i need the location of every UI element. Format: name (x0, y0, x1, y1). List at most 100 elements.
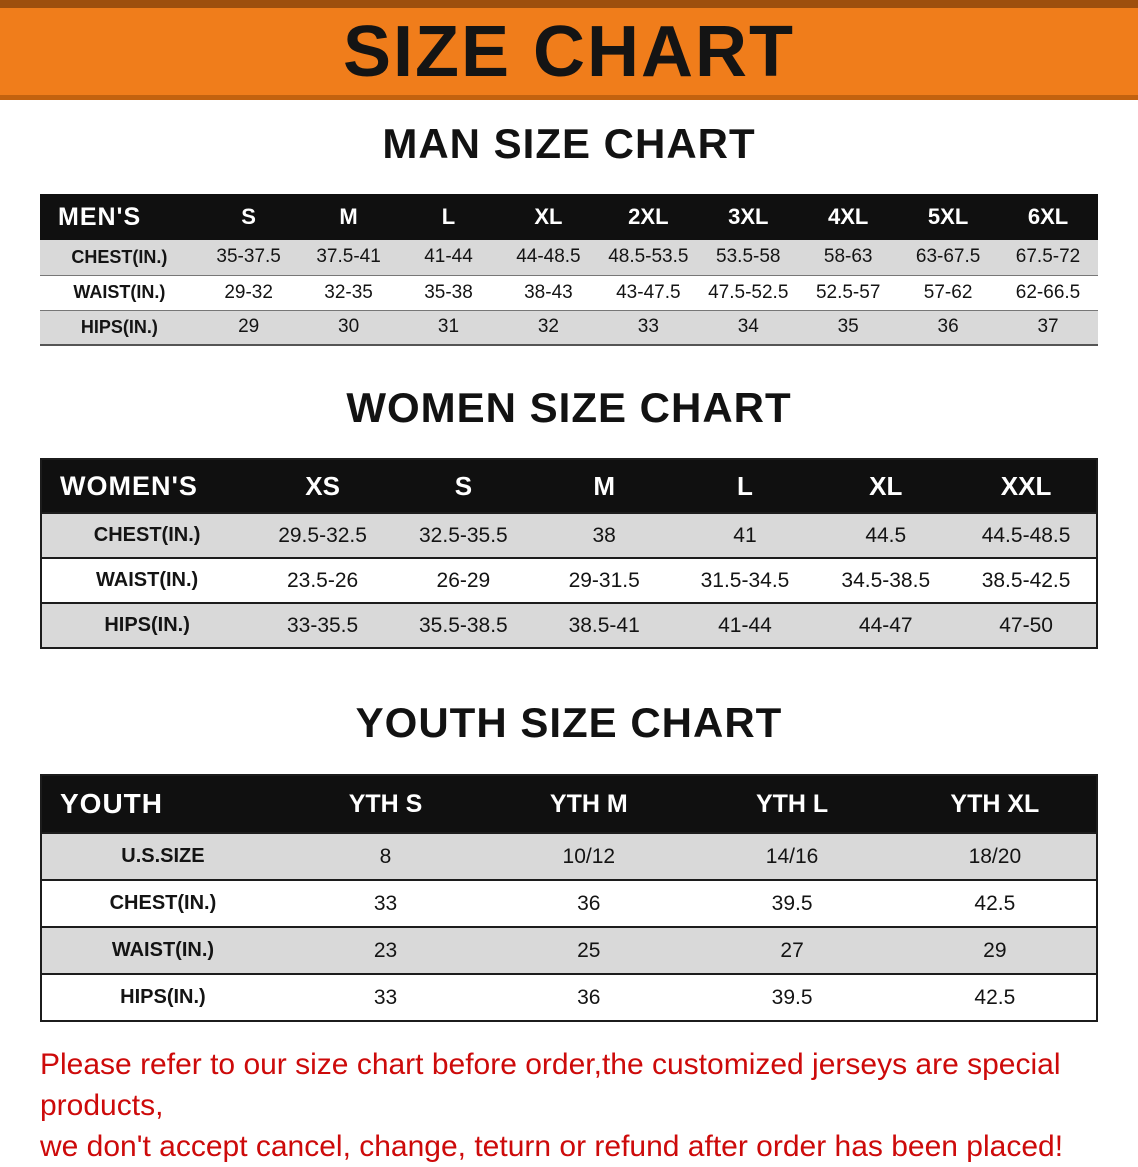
table-header-row: WOMEN'S XS S M L XL XXL (41, 459, 1097, 513)
table-row: HIPS(IN.) 33-35.5 35.5-38.5 38.5-41 41-44 44-… (41, 603, 1097, 648)
size-value-cell: 44-47 (858, 613, 913, 637)
table-row: CHEST(IN.) 35-37.5 37.5-41 41-44 44-48.5 48.5… (40, 240, 1098, 275)
size-column-header: YTH S (283, 775, 488, 833)
size-value-cell: 58-63 (823, 246, 873, 268)
women-size-table: WOMEN'S XS S M L XL XXL CHEST(IN.) 29.5-32.5 32.5… (40, 458, 1098, 649)
row-label: WAIST(IN.) (73, 282, 166, 302)
row-label: CHEST(IN.) (109, 892, 217, 914)
table-corner-label: YOUTH (41, 775, 284, 833)
size-value-cell: 27 (780, 938, 804, 962)
size-value-cell: 36 (577, 985, 601, 1009)
size-column-header: XL (498, 194, 599, 240)
men-size-section: MAN SIZE CHART MEN'S S M L XL 2XL 3XL 4XL 5XL 6XL… (0, 120, 1138, 346)
row-label: WAIST(IN.) (95, 569, 199, 591)
size-value-cell: 37.5-41 (316, 246, 381, 268)
size-value-cell: 14/16 (765, 844, 819, 868)
table-row: U.S.SIZE 8 10/12 14/16 18/20 (41, 833, 1097, 880)
size-value-cell: 31 (437, 316, 460, 338)
table-corner-label: WOMEN'S (41, 459, 253, 513)
size-column-header: XXL (956, 459, 1097, 513)
size-value-cell: 52.5-57 (815, 281, 881, 303)
size-value-cell: 47.5-52.5 (708, 281, 789, 303)
size-value-cell: 43-47.5 (616, 281, 681, 303)
size-value-cell: 29-31.5 (568, 568, 640, 592)
size-column-header: 5XL (898, 194, 999, 240)
size-value-cell: 35 (837, 316, 859, 338)
size-value-cell: 30 (338, 316, 360, 338)
size-value-cell: 44-48.5 (516, 246, 581, 268)
row-label: HIPS(IN.) (120, 986, 206, 1008)
size-value-cell: 18/20 (968, 844, 1022, 868)
table-row: CHEST(IN.) 29.5-32.5 32.5-35.5 38 41 44.5 44.5… (41, 513, 1097, 558)
youth-section-heading: YOUTH SIZE CHART (355, 699, 783, 746)
size-value-cell: 41-44 (424, 246, 473, 268)
row-label: CHEST(IN.) (71, 246, 168, 267)
size-value-cell: 33 (373, 985, 398, 1009)
size-value-cell: 26-29 (436, 568, 491, 592)
size-value-cell: 35-38 (424, 281, 473, 303)
size-value-cell: 39.5 (771, 891, 813, 915)
size-value-cell: 36 (937, 316, 959, 338)
size-value-cell: 67.5-72 (1015, 246, 1081, 268)
size-value-cell: 38-43 (524, 281, 573, 303)
size-value-cell: 38.5-41 (568, 613, 640, 637)
order-policy-line-1: Please refer to our size chart before or… (40, 1048, 1061, 1122)
size-value-cell: 57-62 (923, 281, 973, 303)
size-column-header: M (298, 194, 399, 240)
table-row: WAIST(IN.) 23.5-26 26-29 29-31.5 31.5-34.5 34… (41, 558, 1097, 603)
youth-size-section: YOUTH SIZE CHART YOUTH YTH S YTH M YTH L YTH… (0, 699, 1138, 1022)
size-value-cell: 35.5-38.5 (419, 613, 508, 637)
row-label: WAIST(IN.) (111, 939, 215, 961)
size-value-cell: 44.5 (865, 523, 907, 547)
size-chart-banner: SIZE CHART (0, 0, 1138, 100)
size-value-cell: 34.5-38.5 (841, 568, 931, 592)
table-header-row: YOUTH YTH S YTH M YTH L YTH XL (41, 775, 1097, 833)
size-value-cell: 38.5-42.5 (981, 568, 1071, 592)
size-column-header: M (533, 459, 675, 513)
size-value-cell: 33 (637, 316, 659, 338)
size-value-cell: 62-66.5 (1015, 281, 1081, 303)
size-column-header: 2XL (598, 194, 699, 240)
size-value-cell: 48.5-53.5 (608, 246, 689, 268)
men-size-table: MEN'S S M L XL 2XL 3XL 4XL 5XL 6XL CHEST(IN.) 35-37… (40, 194, 1098, 346)
banner-title: SIZE CHART (343, 11, 795, 92)
row-label: U.S.SIZE (121, 845, 205, 867)
size-column-header: YTH L (690, 775, 894, 833)
size-column-header: XL (815, 459, 957, 513)
table-row: HIPS(IN.) 29 30 31 32 33 34 35 36 37 (40, 310, 1098, 345)
size-value-cell: 34 (737, 316, 759, 338)
order-policy-note: Please refer to our size chart before or… (0, 1044, 1138, 1167)
table-header-row: MEN'S S M L XL 2XL 3XL 4XL 5XL 6XL (40, 194, 1098, 240)
size-column-header: L (674, 459, 816, 513)
size-value-cell: 53.5-58 (716, 246, 781, 268)
size-value-cell: 41 (733, 523, 757, 547)
size-column-header: XS (252, 459, 393, 513)
size-value-cell: 33-35.5 (286, 613, 359, 637)
youth-size-table: YOUTH YTH S YTH M YTH L YTH XL U.S.SIZE 8 10/12… (40, 774, 1098, 1022)
size-value-cell: 42.5 (974, 985, 1016, 1009)
table-row: WAIST(IN.) 29-32 32-35 35-38 38-43 43-47.5 47.… (40, 275, 1098, 310)
size-value-cell: 8 (379, 844, 392, 868)
size-value-cell: 47-50 (999, 613, 1053, 637)
size-value-cell: 39.5 (771, 985, 813, 1009)
row-label: HIPS(IN.) (80, 316, 158, 337)
size-value-cell: 44.5-48.5 (981, 523, 1071, 547)
size-value-cell: 32.5-35.5 (419, 523, 508, 547)
size-column-header: 6XL (998, 194, 1098, 240)
size-value-cell: 32 (537, 316, 559, 338)
size-column-header: S (198, 194, 299, 240)
size-value-cell: 41-44 (718, 613, 772, 637)
row-label: HIPS(IN.) (104, 614, 190, 636)
order-policy-line-2: we don't accept cancel, change, teturn o… (40, 1130, 1064, 1163)
size-value-cell: 29 (983, 938, 1007, 962)
size-value-cell: 35-37.5 (216, 246, 281, 268)
size-value-cell: 63-67.5 (915, 246, 981, 268)
size-column-header: S (392, 459, 534, 513)
size-value-cell: 38 (592, 523, 616, 547)
size-value-cell: 36 (577, 891, 601, 915)
table-row: WAIST(IN.) 23 25 27 29 (41, 927, 1097, 974)
table-row: HIPS(IN.) 33 36 39.5 42.5 (41, 974, 1097, 1021)
size-column-header: L (398, 194, 499, 240)
size-value-cell: 37 (1037, 316, 1059, 338)
women-section-heading: WOMEN SIZE CHART (346, 384, 792, 431)
